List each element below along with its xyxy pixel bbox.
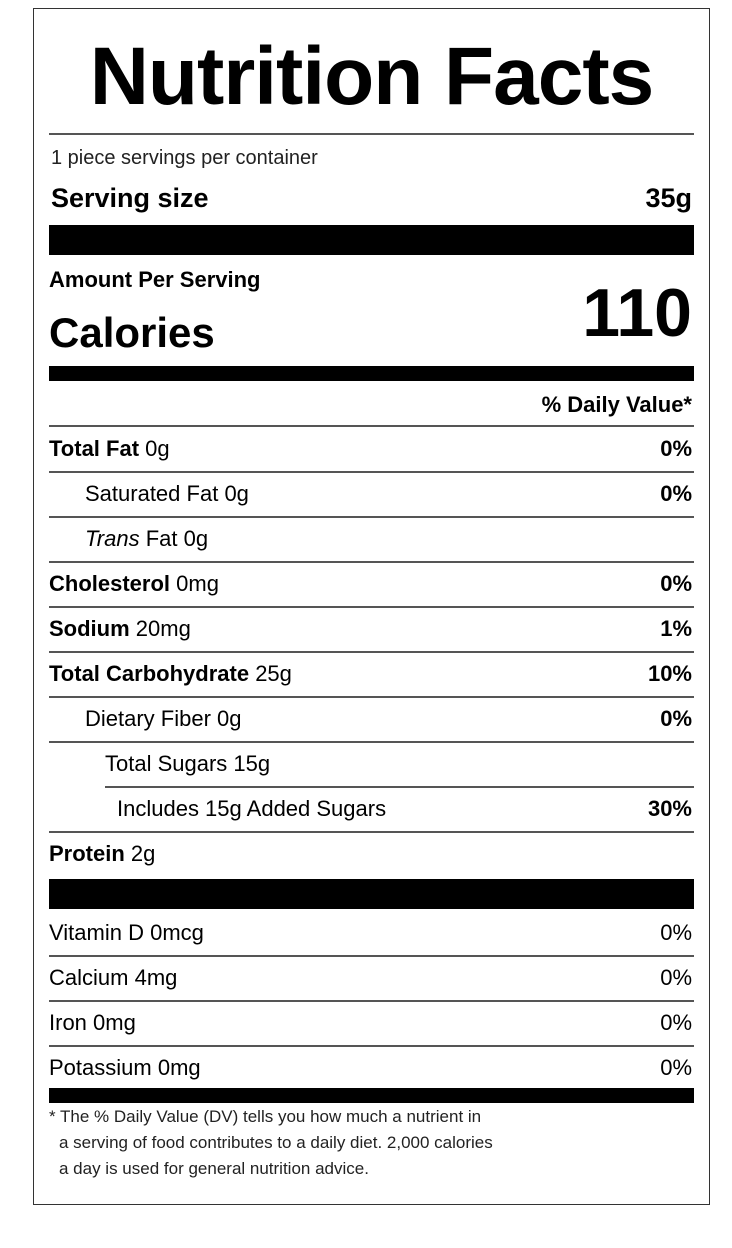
calories-label: Calories [49,309,215,356]
nutrient-name: Total Carbohydrate [49,661,250,686]
nutrient-daily-value: 0% [660,571,692,596]
nutrient-label: Dietary Fiber 0g [49,706,242,732]
serving-size-label: Serving size [51,183,209,213]
nutrient-amount: 0g [217,706,242,731]
vitamin-name: Potassium [49,1055,152,1080]
nutrient-label: Trans Fat 0g [49,526,208,552]
nutrient-row: Cholesterol 0mg 0% [49,562,694,608]
daily-value-header: % Daily Value* [541,392,692,417]
nutrient-daily-value: 0% [660,706,692,731]
vitamin-name: Calcium [49,965,129,990]
nutrition-facts-label: Nutrition Facts 1 piece servings per con… [33,8,710,1205]
nutrient-row: Protein 2g [49,832,694,876]
nutrient-amount: 20mg [135,616,191,641]
medium-divider [49,366,694,381]
label-title: Nutrition Facts [89,31,655,122]
nutrient-amount: 15g [233,751,271,776]
vitamin-daily-value: 0% [660,1055,692,1080]
vitamin-name: Iron [49,1010,87,1035]
vitamin-daily-value: 0% [660,965,692,990]
nutrient-name: Total Fat [49,436,140,461]
nutrient-row: Total Sugars 15g [105,742,694,788]
nutrient-name: Protein [49,841,125,866]
footnote-line: a serving of food contributes to a daily… [59,1133,493,1152]
vitamin-daily-value: 0% [660,1010,692,1035]
vitamin-label: Vitamin D 0mcg [49,920,204,946]
vitamin-row: Vitamin D 0mcg 0% [49,911,694,957]
calories-value: 110 [582,275,692,351]
nutrient-label: Total Sugars 15g [105,751,270,777]
nutrient-row: Sodium 20mg 1% [49,607,694,653]
vitamin-amount: 0mg [93,1010,136,1035]
nutrient-row: Total Fat 0g 0% [49,427,694,473]
serving-size-value: 35g [645,183,692,213]
nutrient-name: Includes 15g Added Sugars [117,796,387,821]
vitamin-label: Calcium 4mg [49,965,177,991]
medium-divider [49,1088,694,1103]
nutrient-amount: 0g [145,436,170,461]
divider [49,133,694,135]
nutrient-name: Total Sugars [105,751,228,776]
vitamin-amount: 0mcg [150,920,204,945]
nutrient-daily-value: 10% [647,661,692,686]
divider [49,425,694,427]
nutrient-daily-value: 1% [660,616,692,641]
thick-divider [49,879,694,909]
vitamin-daily-value: 0% [660,920,692,945]
thick-divider [49,225,694,255]
nutrient-label: Sodium 20mg [49,616,191,642]
nutrient-label: Protein 2g [49,841,155,867]
nutrient-label: Total Carbohydrate 25g [49,661,292,687]
vitamin-name: Vitamin D [49,920,144,945]
nutrient-name: Cholesterol [49,571,171,596]
nutrient-amount: 2g [130,841,156,866]
nutrient-label: Includes 15g Added Sugars [49,796,386,822]
nutrient-name-suffix: Fat [139,526,178,551]
amount-per-serving: Amount Per Serving [49,267,261,292]
nutrient-label: Total Fat 0g [49,436,170,462]
vitamin-row: Calcium 4mg 0% [49,956,694,1002]
nutrient-name: Saturated Fat [85,481,219,506]
footnote: * The % Daily Value (DV) tells you how m… [49,1104,493,1182]
nutrient-row: Saturated Fat 0g 0% [49,472,694,518]
nutrient-name: Dietary Fiber [85,706,211,731]
vitamin-label: Potassium 0mg [49,1055,201,1081]
vitamin-amount: 0mg [157,1055,201,1080]
nutrient-amount: 0mg [176,571,219,596]
nutrient-name: Trans [85,526,140,551]
nutrient-amount: 25g [255,661,292,686]
nutrient-row: Dietary Fiber 0g 0% [49,697,694,743]
vitamin-row: Iron 0mg 0% [49,1001,694,1047]
vitamin-amount: 4mg [134,965,178,990]
footnote-line: a day is used for general nutrition advi… [59,1159,369,1178]
nutrient-row: Total Carbohydrate 25g 10% [49,652,694,698]
nutrient-amount: 0g [224,481,249,506]
nutrient-daily-value: 0% [660,481,692,506]
nutrient-daily-value: 0% [660,436,692,461]
nutrient-name: Sodium [49,616,130,641]
nutrient-row: Trans Fat 0g [49,517,694,563]
vitamin-label: Iron 0mg [49,1010,136,1036]
nutrient-label: Saturated Fat 0g [49,481,249,507]
nutrient-daily-value: 30% [647,796,692,821]
servings-per-container: 1 piece servings per container [51,147,318,169]
nutrient-label: Cholesterol 0mg [49,571,219,597]
nutrient-row: Includes 15g Added Sugars 30% [49,787,694,833]
vitamin-row: Potassium 0mg 0% [49,1046,694,1090]
footnote-line: * The % Daily Value (DV) tells you how m… [49,1107,482,1126]
nutrient-amount: 0g [183,526,209,551]
